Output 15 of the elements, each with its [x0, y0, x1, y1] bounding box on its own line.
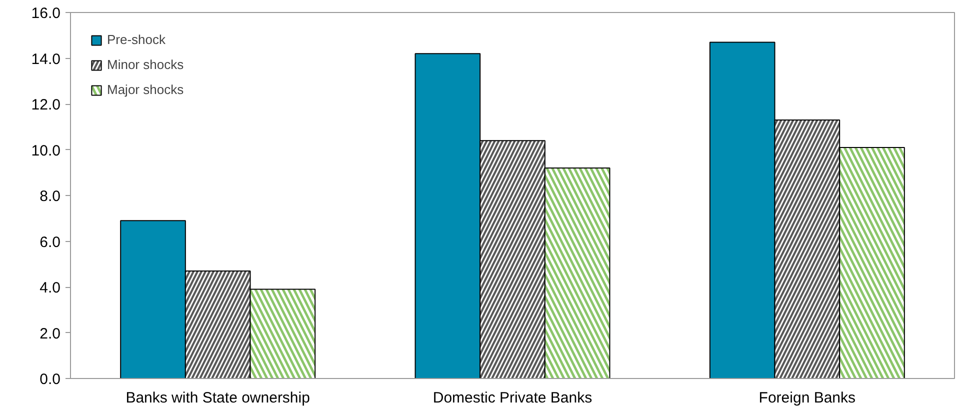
y-tick-label: 10.0 — [31, 142, 61, 160]
x-tick-label: Banks with State ownership — [126, 390, 310, 406]
y-tick-label: 16.0 — [31, 5, 61, 22]
y-tick-label: 6.0 — [40, 234, 61, 251]
x-tick-label: Domestic Private Banks — [432, 390, 592, 406]
x-tick-label: Foreign Banks — [758, 390, 856, 406]
y-tick-label: 2.0 — [40, 325, 61, 342]
y-tick-label: 14.0 — [31, 50, 61, 68]
legend-label: Major shocks — [107, 82, 184, 97]
y-tick-label: 4.0 — [40, 280, 61, 296]
legend-label: Minor shocks — [107, 57, 184, 72]
legend-label: Pre-shock — [107, 32, 166, 47]
y-tick-label: 8.0 — [40, 188, 61, 205]
y-tick-label: 0.0 — [40, 371, 61, 388]
y-tick-label: 12.0 — [31, 96, 61, 114]
